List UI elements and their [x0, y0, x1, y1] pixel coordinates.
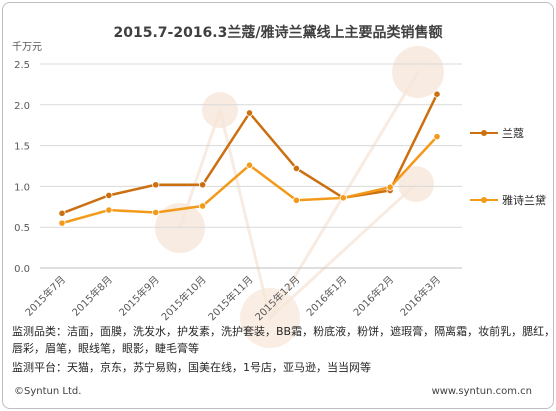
- data-point-estee-lauder: [386, 183, 394, 191]
- chart-title: 2015.7-2016.3兰蔻/雅诗兰黛线上主要品类销售额: [113, 25, 443, 41]
- series-line-estee-lauder: [61, 135, 438, 225]
- legend-label-lancome: 兰蔻: [502, 127, 524, 140]
- data-point-estee-lauder: [199, 202, 207, 210]
- y-tick-label: 1.5: [14, 142, 30, 153]
- watermark-line: [268, 182, 418, 320]
- data-point-estee-lauder: [339, 194, 347, 202]
- data-point-lancome: [199, 181, 207, 189]
- y-tick-label: 1.0: [14, 182, 30, 193]
- monitored-categories-line2: 唇彩，眉笔，眼线笔，眼影，睫毛膏等: [12, 342, 199, 355]
- legend-label-estee-lauder: 雅诗兰黛: [502, 194, 546, 207]
- x-tick-label: 2015年9月: [116, 273, 162, 319]
- x-tick-label: 2015年8月: [69, 273, 115, 319]
- legend-item-lancome: 兰蔻: [470, 125, 524, 141]
- y-tick-label: 2.5: [14, 60, 30, 71]
- x-tick-label: 2016年3月: [397, 273, 443, 319]
- x-tick-label: 2015年7月: [22, 273, 68, 319]
- data-point-estee-lauder: [105, 206, 113, 214]
- data-point-lancome: [58, 209, 66, 217]
- data-point-estee-lauder: [245, 161, 254, 169]
- data-point-estee-lauder: [292, 196, 300, 204]
- data-point-lancome: [105, 191, 113, 199]
- footer-copyright: ©Syntun Ltd.: [14, 386, 82, 397]
- monitored-categories-line1: 监测品类：洁面，面膜，洗发水，护发素，洗护套装，BB霜，粉底液，粉饼，遮瑕膏，隔…: [12, 325, 556, 338]
- y-tick-label: 0.0: [14, 264, 30, 275]
- legend-swatch-estee-lauder: [470, 195, 498, 205]
- y-axis-unit: 千万元: [12, 42, 42, 53]
- data-point-estee-lauder: [58, 219, 66, 227]
- legend-swatch-lancome: [470, 128, 498, 138]
- data-point-lancome: [433, 90, 441, 98]
- x-tick-label: 2015年10月: [158, 273, 208, 323]
- x-tick-label: 2016年2月: [350, 273, 396, 319]
- data-point-lancome: [245, 109, 254, 117]
- y-tick-label: 2.0: [14, 101, 30, 112]
- data-point-estee-lauder: [433, 133, 441, 141]
- monitored-platforms: 监测平台：天猫，京东，苏宁易购，国美在线，1号店，亚马逊，当当网等: [12, 361, 371, 374]
- footer-website: www.syntun.com.cn: [431, 386, 532, 397]
- data-point-lancome: [152, 181, 160, 189]
- y-tick-label: 0.5: [14, 223, 30, 234]
- data-point-estee-lauder: [152, 208, 160, 217]
- data-point-lancome: [292, 164, 300, 173]
- legend-item-estee-lauder: 雅诗兰黛: [470, 192, 546, 208]
